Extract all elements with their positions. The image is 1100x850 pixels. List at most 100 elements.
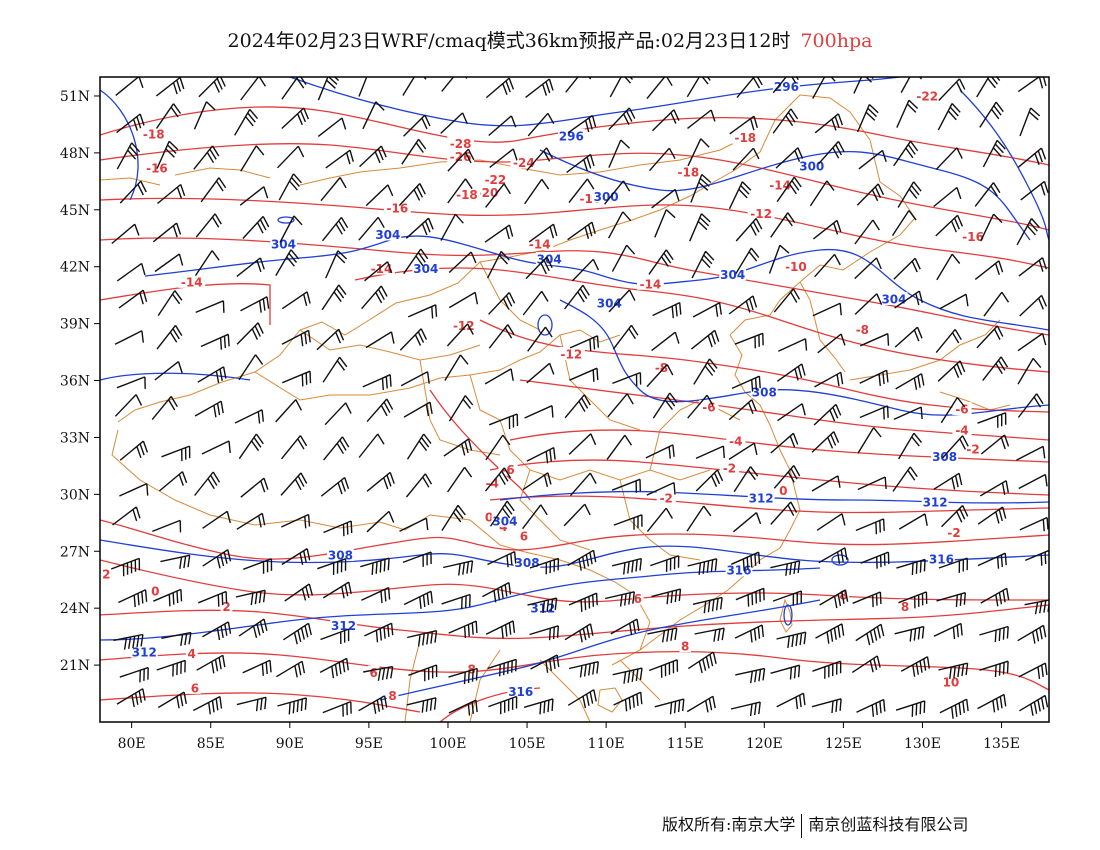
height-label-bg — [725, 563, 753, 577]
wind-barb — [364, 261, 393, 282]
wind-barb — [935, 214, 964, 237]
wind-barb — [194, 250, 220, 276]
height-label: 304 — [537, 253, 562, 267]
wind-barb — [814, 371, 844, 388]
wind-barb — [645, 444, 675, 459]
wind-barb — [234, 409, 264, 424]
wind-barb — [812, 302, 842, 317]
wind-barb — [980, 213, 1003, 242]
wind-barb — [488, 115, 517, 137]
wind-barb — [980, 434, 1010, 455]
wind-barb — [363, 665, 394, 681]
wind-barb — [569, 367, 599, 382]
wind-barb — [360, 557, 390, 575]
wind-barb — [776, 631, 807, 648]
lon-tick-label: 90E — [276, 736, 304, 752]
temperature-label: -18 — [456, 188, 478, 202]
wind-barb — [979, 660, 1009, 678]
wind-barb — [937, 360, 966, 382]
wind-barb — [898, 591, 928, 609]
wind-barb — [362, 374, 392, 391]
wind-barb — [281, 291, 311, 310]
height-contour — [100, 567, 821, 641]
wind-barb — [322, 700, 352, 717]
temperature-label-bg — [220, 599, 233, 613]
wind-barb — [485, 620, 516, 639]
wind-barb — [160, 554, 191, 569]
wind-barb — [687, 109, 716, 129]
wind-barb — [238, 618, 268, 638]
wind-barb — [648, 249, 674, 275]
wind-barb — [152, 519, 182, 533]
wind-barb — [654, 209, 676, 238]
wind-barb — [1019, 294, 1048, 317]
wind-barb — [240, 145, 265, 172]
wind-barb — [365, 184, 394, 207]
wind-barb — [608, 139, 630, 168]
wind-barb — [322, 581, 352, 599]
temperature-label: -8 — [856, 323, 869, 337]
temperature-labels: -18-16-28-26 -24-22-20-18-16-16-18-18-14-… — [100, 88, 987, 703]
temperature-label: -22 — [916, 89, 938, 103]
height-label: 308 — [932, 450, 957, 464]
wind-barb — [933, 186, 962, 208]
wind-barb — [529, 557, 560, 575]
wind-barb — [488, 324, 515, 349]
lon-tick-label: 115E — [667, 736, 704, 752]
temperature-label-bg — [941, 675, 961, 689]
wind-barb — [1017, 147, 1047, 168]
wind-barb — [522, 472, 552, 491]
temperature-label-bg — [959, 229, 987, 243]
temperature-label: -2 — [947, 526, 960, 540]
height-contour — [959, 89, 1049, 241]
wind-barb — [193, 101, 216, 130]
wind-barb — [935, 328, 962, 354]
copyright-owner: 版权所有:南京大学 — [662, 815, 796, 834]
wind-barb — [362, 101, 385, 130]
wind-barb — [200, 177, 227, 203]
wind-barb — [200, 333, 230, 350]
wind-barb — [323, 436, 350, 461]
temperature-label: -14 — [640, 277, 662, 291]
wind-barb — [1018, 662, 1048, 679]
wind-barb — [564, 284, 590, 310]
china-border — [117, 94, 916, 423]
wind-barb — [487, 550, 517, 568]
height-label: 304 — [597, 296, 622, 310]
wind-barb — [276, 660, 306, 678]
temperature-label: 10 — [943, 676, 960, 690]
wind-barb — [1017, 393, 1044, 418]
wind-barb — [854, 219, 880, 245]
temperature-label-bg — [386, 688, 399, 702]
temperature-label: 4 — [188, 647, 196, 661]
wind-barb — [893, 257, 921, 280]
lon-tick-label: 105E — [509, 736, 546, 752]
wind-barb — [607, 393, 634, 418]
wind-barb — [194, 400, 224, 418]
temperature-label-bg — [482, 172, 509, 186]
height-label: 304 — [881, 292, 906, 306]
wind-barb — [860, 333, 890, 347]
wind-barb — [567, 114, 597, 134]
height-closed-contour — [831, 554, 849, 566]
height-label-bg — [921, 494, 949, 508]
wind-barb — [202, 510, 231, 529]
temperature-label: -4 — [729, 435, 742, 449]
temperature-label: 2 — [102, 568, 110, 582]
lat-tick-label: 33N — [60, 430, 90, 446]
temperature-label-bg — [777, 483, 790, 497]
height-contour — [289, 77, 901, 127]
wind-barb — [361, 285, 388, 310]
wind-barb — [281, 329, 311, 347]
wind-barb — [284, 583, 314, 602]
wind-barb — [320, 628, 350, 645]
lat-tick-label: 27N — [60, 544, 90, 560]
wind-barb — [567, 689, 597, 709]
wind-barb — [567, 549, 597, 571]
wind-barb — [156, 140, 179, 169]
height-label-bg — [798, 159, 826, 173]
wind-barb — [612, 667, 643, 684]
wind-barb — [408, 664, 438, 682]
wind-barb — [440, 112, 468, 134]
height-label: 300 — [799, 160, 824, 174]
